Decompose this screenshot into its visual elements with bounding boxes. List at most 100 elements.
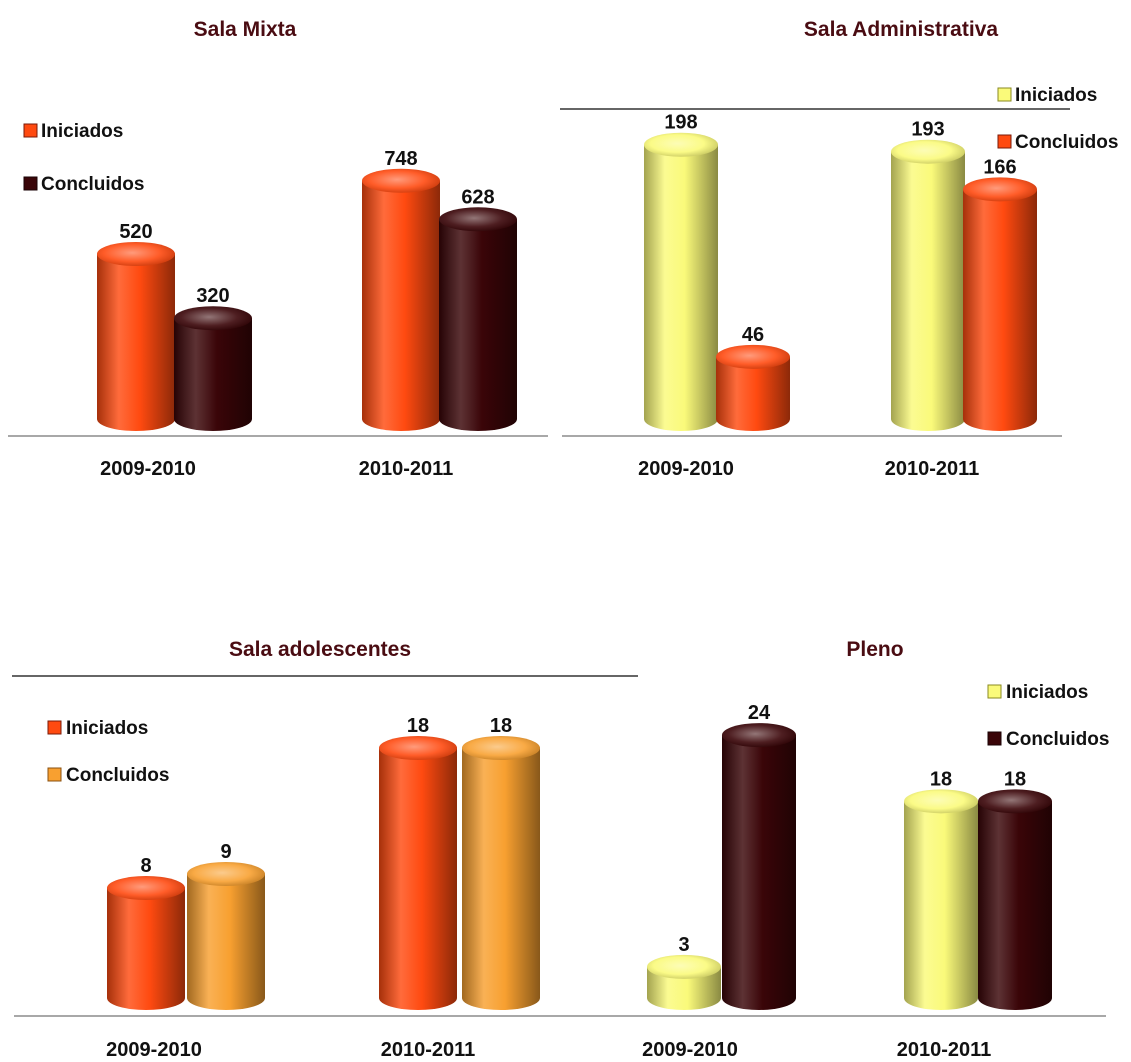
legend-swatch (987, 684, 1002, 699)
data-label: 198 (664, 112, 697, 134)
x-tick-label: 2009-2010 (106, 1039, 202, 1061)
data-label: 18 (407, 715, 429, 737)
bar-cap (891, 139, 965, 164)
legend-item-concluidos: Concluidos (23, 174, 144, 195)
chart-pleno: Pleno 3 18 24 18 2009-2010 2010-2011 Inicia… (600, 620, 1131, 1062)
bar-body (891, 151, 965, 431)
legend-swatch (47, 767, 62, 782)
bar-cap (97, 241, 175, 266)
bar (462, 736, 540, 1010)
x-tick-label: 2009-2010 (100, 458, 196, 480)
x-tick-label: 2009-2010 (642, 1039, 738, 1061)
legend-swatch (23, 123, 38, 138)
legend-label: Concluidos (1006, 729, 1109, 750)
bar-body (722, 735, 796, 1010)
data-label: 18 (930, 768, 952, 790)
bar (107, 876, 185, 1010)
bar (379, 736, 457, 1010)
legend-item-iniciados: Iniciados (987, 682, 1088, 703)
bar-cap (362, 168, 440, 193)
data-label: 3 (678, 934, 689, 956)
legend-swatch (997, 87, 1012, 102)
bar-body (716, 356, 790, 431)
bar-cap (379, 736, 457, 760)
data-label: 8 (140, 855, 151, 877)
bar-body (174, 318, 252, 431)
legend-label: Iniciados (66, 718, 148, 739)
bar-body (379, 748, 457, 1010)
bar-cap (187, 862, 265, 886)
data-label: 46 (742, 324, 764, 346)
bar (722, 723, 796, 1010)
chart-sala-adolescentes-svg: Sala adolescentes 8 18 9 18 2009-2010 2010-… (12, 638, 638, 1061)
bar-body (647, 966, 721, 1010)
bar (891, 139, 965, 431)
x-tick-label: 2010-2011 (885, 458, 980, 480)
legend-swatch (997, 134, 1012, 149)
data-label: 18 (490, 715, 512, 737)
bar-body (904, 801, 978, 1010)
legend-swatch (23, 176, 38, 191)
data-label: 18 (1004, 768, 1026, 790)
bar-body (439, 219, 517, 431)
bar (904, 789, 978, 1010)
legend-swatch (47, 720, 62, 735)
chart-title: Pleno (846, 638, 903, 661)
chart-sala-adolescentes: Sala adolescentes 8 18 9 18 2009-2010 2010-… (0, 620, 640, 1062)
bar (644, 132, 718, 431)
bar-cap (462, 736, 540, 760)
data-label: 748 (384, 148, 417, 170)
legend: Iniciados Concluidos (23, 121, 144, 195)
data-label: 320 (196, 285, 229, 307)
legend-item-concluidos: Concluidos (47, 765, 169, 786)
bar-body (362, 180, 440, 431)
legend-item-concluidos: Concluidos (997, 132, 1118, 153)
bar (963, 177, 1037, 431)
legend-item-iniciados: Iniciados (23, 121, 123, 142)
bar-cap (904, 789, 978, 814)
bar-cap (174, 306, 252, 331)
chart-sala-mixta: Sala Mixta 520 748 320 628 2009-2010 2010-2… (0, 0, 560, 520)
bar-body (97, 253, 175, 431)
bar-cap (647, 954, 721, 979)
data-label: 193 (911, 119, 944, 141)
chart-title: Sala adolescentes (229, 638, 411, 661)
legend-label: Concluidos (41, 174, 144, 195)
bar-body (963, 189, 1037, 431)
chart-sala-administrativa-svg: Sala Administrativa 198 193 46 166 2009-201… (560, 18, 1118, 480)
bar-cap (978, 789, 1052, 814)
bar (716, 344, 790, 431)
legend-item-iniciados: Iniciados (47, 718, 148, 739)
chart-sala-mixta-svg: Sala Mixta 520 748 320 628 2009-2010 2010-2… (8, 18, 548, 480)
bar (362, 168, 440, 431)
bar-cap (107, 876, 185, 900)
bar (978, 789, 1052, 1010)
chart-sala-administrativa: Sala Administrativa 198 193 46 166 2009-201… (556, 0, 1131, 520)
chart-pleno-svg: Pleno 3 18 24 18 2009-2010 2010-2011 Inicia… (616, 638, 1109, 1061)
legend-item-concluidos: Concluidos (987, 729, 1109, 750)
legend-label: Iniciados (1006, 682, 1088, 703)
legend: Iniciados Concluidos (997, 85, 1118, 153)
bar-body (978, 801, 1052, 1010)
chart-title: Sala Mixta (194, 18, 297, 41)
data-label: 628 (461, 186, 494, 208)
bar-body (644, 144, 718, 431)
x-tick-label: 2010-2011 (381, 1039, 476, 1061)
x-tick-label: 2010-2011 (897, 1039, 992, 1061)
bar (174, 306, 252, 431)
bar (187, 862, 265, 1010)
bar-cap (716, 344, 790, 369)
legend-swatch (987, 731, 1002, 746)
data-label: 9 (220, 841, 231, 863)
bar-cap (963, 177, 1037, 202)
bar (647, 954, 721, 1010)
data-label: 24 (748, 702, 771, 724)
bar-cap (644, 132, 718, 157)
x-tick-label: 2009-2010 (638, 458, 734, 480)
legend-label: Iniciados (1015, 85, 1097, 106)
x-tick-label: 2010-2011 (359, 458, 454, 480)
legend-label: Concluidos (1015, 132, 1118, 153)
bar-cap (722, 723, 796, 748)
data-label: 520 (119, 221, 152, 243)
bar-body (462, 748, 540, 1010)
